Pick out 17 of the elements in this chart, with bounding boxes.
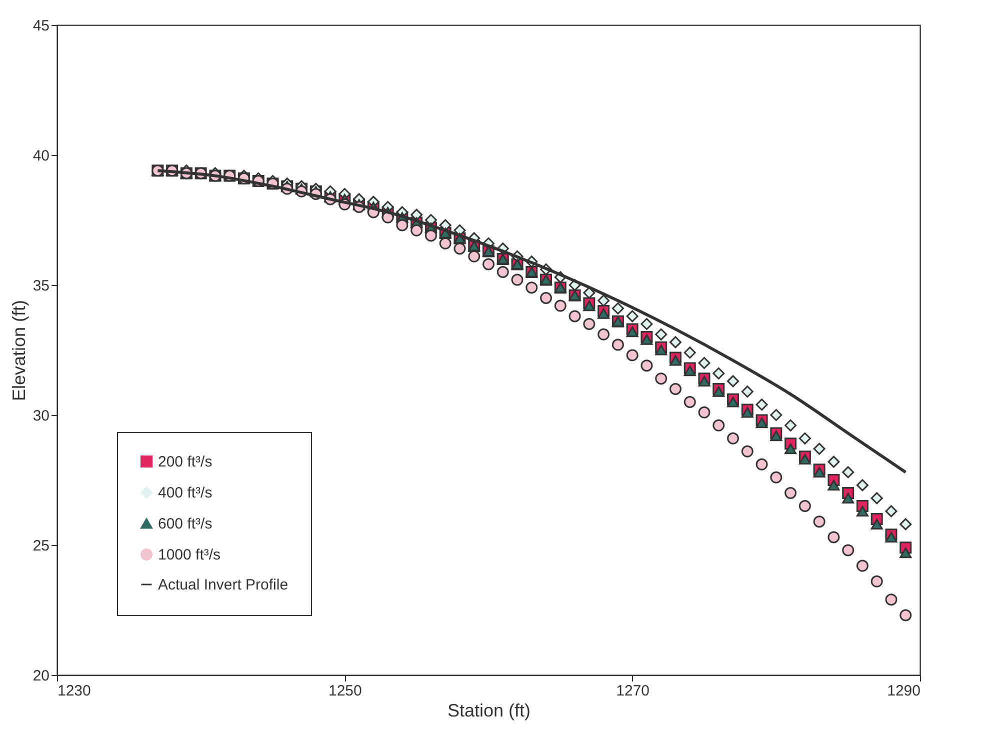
x-tick-label: 1250 <box>328 682 362 700</box>
y-tick-label: 45 <box>32 18 50 34</box>
x-tick-label: 1230 <box>58 682 91 700</box>
legend-label: 1000 ft³/s <box>158 546 221 564</box>
y-tick-label: 35 <box>32 278 50 294</box>
legend-label: Actual Invert Profile <box>158 576 288 594</box>
x-tick-label: 1270 <box>616 682 650 700</box>
legend-label: 200 ft³/s <box>158 454 212 470</box>
x-axis-title: Station (ft) <box>447 700 531 720</box>
y-tick-label: 25 <box>32 538 50 554</box>
legend-label: 400 ft³/s <box>158 484 212 502</box>
y-tick-label: 40 <box>32 148 50 164</box>
y-tick-label: 20 <box>32 668 50 684</box>
y-axis-title: Elevation (ft) <box>8 300 29 402</box>
legend-label: 600 ft³/s <box>158 516 212 532</box>
y-tick-label: 30 <box>32 408 50 424</box>
x-tick-label: 1290 <box>887 682 920 700</box>
